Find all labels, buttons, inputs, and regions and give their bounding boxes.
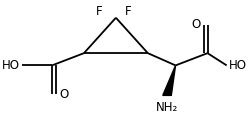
Text: O: O <box>59 88 68 100</box>
Text: HO: HO <box>229 59 247 72</box>
Text: F: F <box>95 5 102 18</box>
Text: NH₂: NH₂ <box>156 101 178 114</box>
Text: O: O <box>191 18 200 31</box>
Polygon shape <box>163 65 176 95</box>
Text: HO: HO <box>2 59 20 72</box>
Text: F: F <box>125 5 132 18</box>
